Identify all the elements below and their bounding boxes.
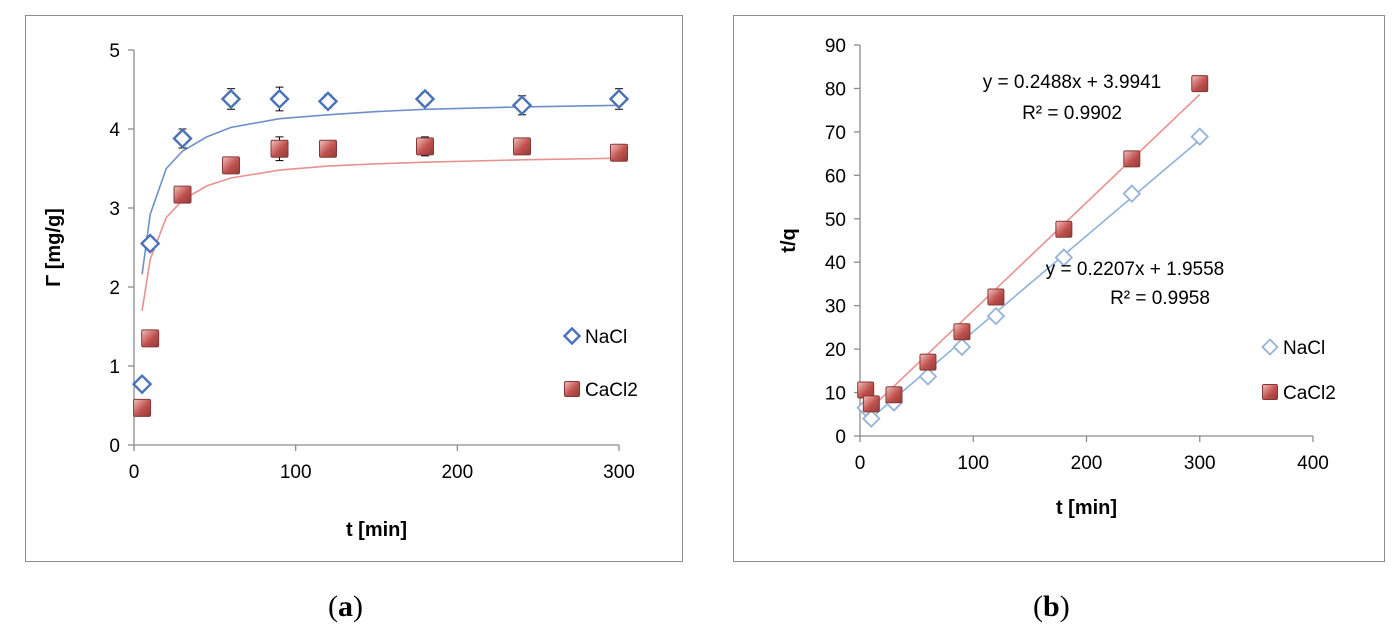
data-point-CaCl2 (222, 156, 240, 175)
data-point-NaCl (986, 306, 1006, 326)
data-point-CaCl2 (1055, 220, 1073, 238)
x-tick-label: 100 (957, 453, 989, 474)
data-point-NaCl (918, 367, 938, 386)
data-point-NaCl (511, 95, 533, 116)
data-point-CaCl2 (610, 143, 628, 162)
x-tick-label: 0 (129, 462, 140, 483)
fit-line-NaCl (141, 104, 620, 275)
y-tick-label: 1 (109, 357, 120, 378)
data-point-CaCl2 (416, 137, 434, 156)
data-point-NaCl (317, 91, 339, 112)
y-axis-title: Γ [mg/g] (43, 208, 65, 287)
chart-a: 0 100 200 300 0 1 2 3 4 5 t [min] Γ [mg/g] NaCl CaCl2 (43, 41, 638, 541)
legend-label-NaCl: NaCl (585, 327, 627, 348)
trendline-annotation: y = 0.2207x + 1.9558 (1046, 259, 1225, 280)
data-point-CaCl2 (141, 329, 160, 348)
x-tick-label: 200 (441, 462, 473, 483)
data-point-CaCl2 (1191, 75, 1209, 93)
caption-a: (a) (328, 590, 363, 623)
y-tick-label: 60 (825, 166, 846, 187)
data-point-NaCl (139, 233, 161, 254)
data-point-NaCl (608, 88, 630, 110)
fit-line-NaCl (865, 139, 1201, 424)
y-tick-label: 0 (835, 427, 846, 448)
data-point-NaCl (1054, 248, 1074, 267)
data-point-NaCl (131, 373, 153, 395)
x-axis-title: t [min] (1056, 497, 1117, 519)
legend-label-CaCl2: CaCl2 (1283, 383, 1336, 404)
legend-marker-NaCl (562, 326, 582, 346)
x-tick-label: 400 (1297, 453, 1329, 474)
data-point-CaCl2 (319, 139, 337, 158)
legend-marker-CaCl2 (564, 381, 580, 397)
x-tick-label: 0 (855, 453, 866, 474)
y-tick-label: 80 (825, 79, 846, 100)
y-tick-label: 10 (825, 384, 846, 405)
data-point-CaCl2 (1123, 150, 1141, 168)
y-tick-label: 5 (109, 41, 120, 62)
data-point-NaCl (862, 409, 881, 428)
y-tick-label: 20 (825, 340, 846, 361)
chart-b: 0 100 200 300 400 0 10 20 30 40 50 60 70 80 90 t [min] t… (778, 36, 1336, 519)
data-point-CaCl2 (885, 386, 903, 404)
data-point-NaCl (414, 88, 436, 110)
fit-line-CaCl2 (865, 93, 1201, 414)
y-tick-label: 40 (825, 253, 846, 274)
chart-panel-b (733, 15, 1385, 562)
x-tick-label: 200 (1071, 453, 1103, 474)
legend-label-CaCl2: CaCl2 (585, 380, 638, 401)
trendline-annotation: y = 0.2488x + 3.9941 (983, 72, 1162, 93)
data-point-CaCl2 (173, 185, 192, 204)
x-tick-label: 300 (1184, 453, 1216, 474)
data-point-CaCl2 (270, 139, 289, 158)
y-tick-label: 90 (825, 36, 846, 57)
data-point-NaCl (172, 128, 193, 149)
y-axis-title: t/q (778, 228, 800, 252)
x-tick-label: 300 (603, 462, 635, 483)
y-tick-label: 3 (109, 199, 120, 220)
y-tick-label: 30 (825, 297, 846, 318)
data-point-CaCl2 (862, 395, 880, 413)
legend-marker-CaCl2 (1262, 384, 1278, 400)
legend-label-NaCl: NaCl (1283, 338, 1325, 359)
legend-marker-NaCl (1261, 338, 1279, 356)
data-point-NaCl (952, 337, 972, 357)
y-tick-label: 0 (109, 436, 120, 457)
y-tick-label: 70 (825, 123, 846, 144)
caption-b: (b) (1033, 590, 1070, 623)
data-point-NaCl (220, 88, 242, 110)
data-point-CaCl2 (919, 353, 937, 371)
trendline-annotation: R² = 0.9958 (1110, 288, 1210, 309)
y-tick-label: 50 (825, 210, 846, 231)
fit-line-CaCl2 (141, 157, 620, 311)
data-point-NaCl (1122, 184, 1142, 203)
x-tick-label: 100 (280, 462, 312, 483)
y-tick-label: 2 (109, 278, 120, 299)
data-point-CaCl2 (953, 323, 971, 341)
data-point-CaCl2 (513, 137, 531, 156)
trendline-annotation: R² = 0.9902 (1022, 103, 1122, 124)
data-point-CaCl2 (987, 288, 1005, 306)
data-point-NaCl (1190, 127, 1210, 146)
data-point-CaCl2 (133, 398, 152, 417)
y-tick-label: 4 (109, 120, 120, 141)
x-axis-title: t [min] (346, 519, 407, 541)
data-point-NaCl (269, 88, 290, 110)
